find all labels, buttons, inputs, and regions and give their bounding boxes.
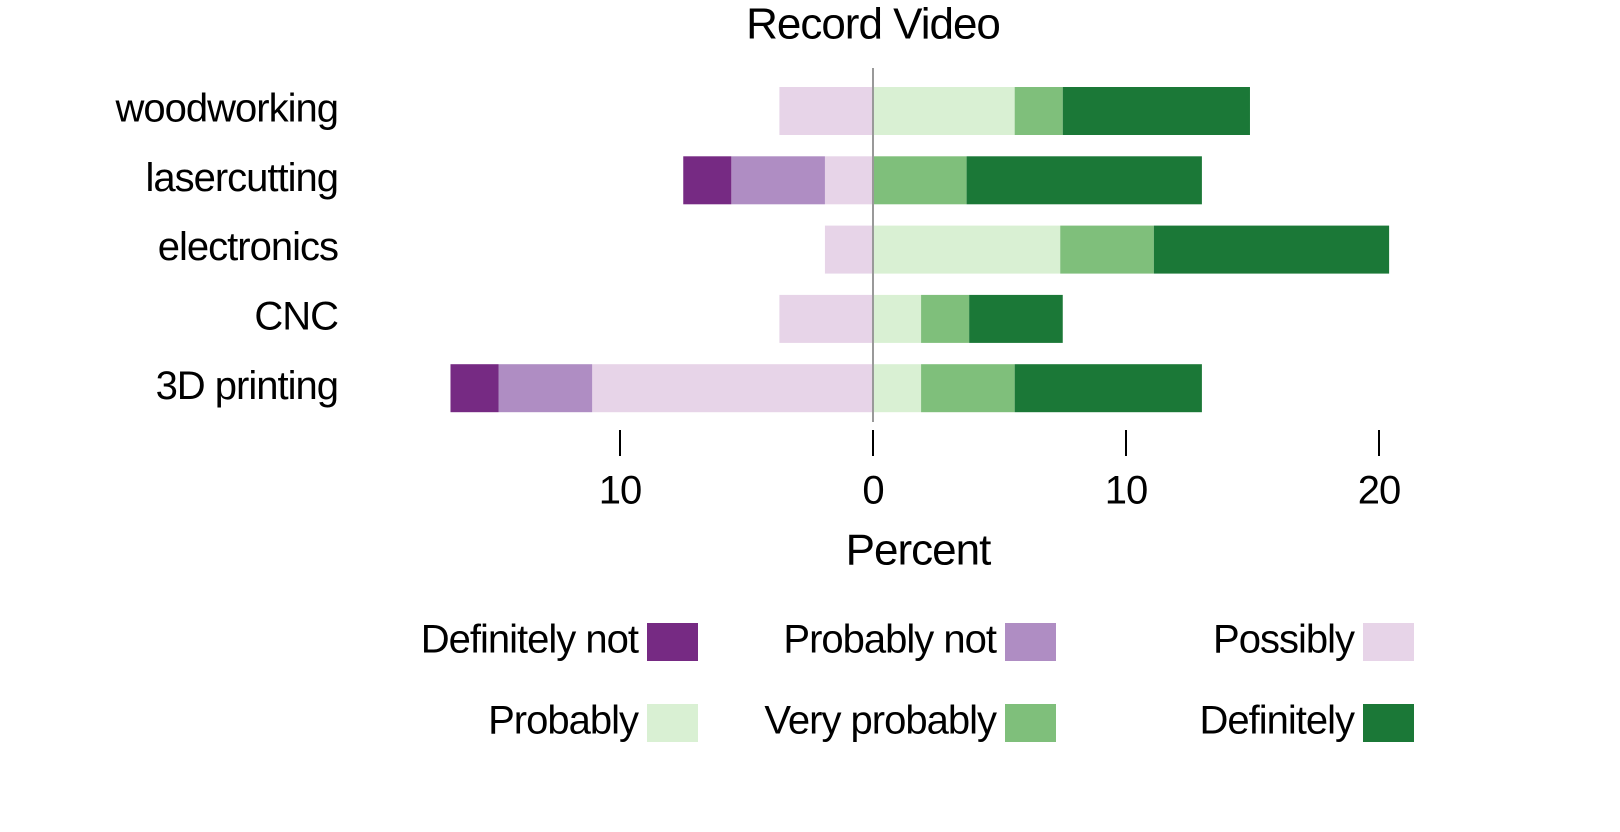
x-tick-label: 10 (1105, 469, 1148, 513)
bar-segment (873, 156, 967, 205)
bar-segment (779, 87, 873, 135)
bar-segment (969, 294, 1063, 343)
x-tick-label: 0 (862, 469, 883, 513)
legend-swatch (647, 704, 698, 742)
legend-label: Possibly (1213, 618, 1355, 662)
legend-label: Probably (488, 699, 639, 743)
bar-segment (731, 156, 825, 205)
bar-segment (450, 364, 499, 413)
bar-segment (873, 294, 922, 343)
bar-segment (498, 364, 593, 413)
y-tick-label: woodworking (115, 87, 338, 131)
legend-swatch (1363, 623, 1414, 661)
bar-segment (779, 294, 873, 343)
y-tick-label: 3D printing (156, 364, 338, 408)
chart-title: Record Video (746, 0, 1000, 49)
legend-label: Probably not (783, 618, 996, 662)
legend-label: Very probably (764, 699, 997, 743)
bar-segment (1153, 225, 1390, 274)
legend-swatch (647, 623, 698, 661)
bar-segment (683, 156, 732, 205)
y-tick-label: lasercutting (145, 156, 338, 200)
y-tick-label: CNC (254, 294, 338, 338)
legend-swatch (1363, 704, 1414, 742)
bar-segment (592, 364, 873, 413)
x-tick-label: 10 (599, 469, 642, 513)
bar-segment (1062, 87, 1250, 135)
legend-label: Definitely (1199, 699, 1355, 743)
bar-segment (921, 364, 1015, 413)
bar-segment (824, 156, 873, 205)
bar-segment (873, 364, 922, 413)
bar-segment (873, 225, 1061, 274)
bar-segment (1060, 225, 1154, 274)
legend-label: Definitely not (421, 618, 639, 662)
bar-segment (1014, 87, 1063, 135)
bar-segment (873, 87, 1015, 135)
legend-swatch (1005, 704, 1056, 742)
bar-segment (921, 294, 970, 343)
legend-swatch (1005, 623, 1056, 661)
bar-segment (1014, 364, 1202, 413)
bar-segment (966, 156, 1202, 205)
x-axis-label: Percent (846, 526, 991, 575)
bar-segment (824, 225, 873, 274)
y-tick-label: electronics (158, 225, 338, 269)
x-tick-label: 20 (1358, 469, 1401, 513)
